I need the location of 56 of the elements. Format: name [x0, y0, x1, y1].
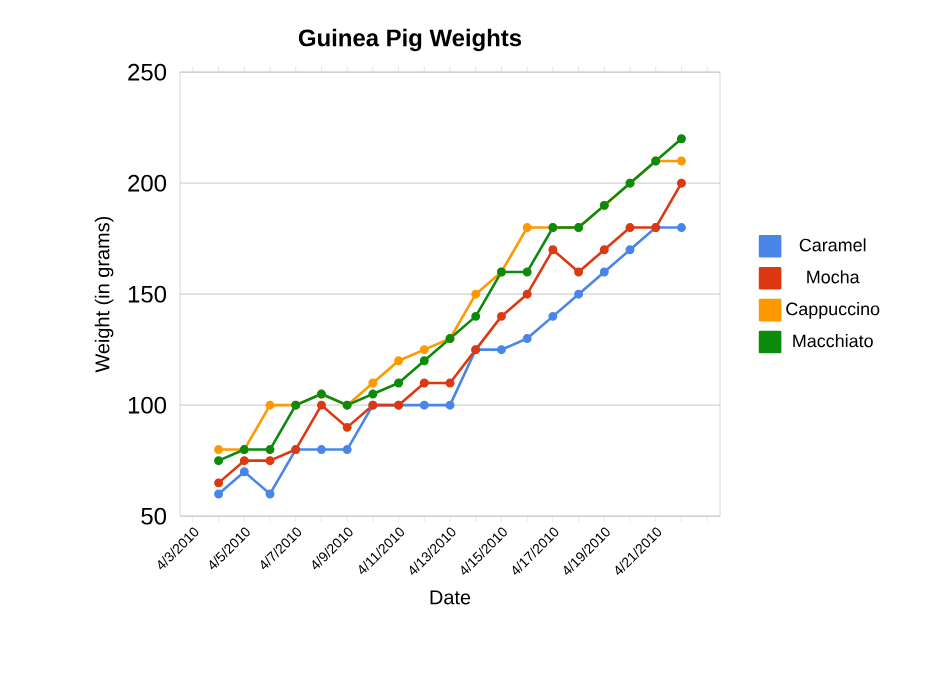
- point: [676, 156, 686, 166]
- point: [265, 456, 275, 466]
- point: [316, 400, 326, 410]
- point: [496, 345, 506, 355]
- point: [548, 311, 558, 321]
- y-axis-title: Weight (in grams): [94, 216, 114, 373]
- point: [574, 289, 584, 299]
- x-axis-title: Date: [430, 590, 471, 605]
- legend-label: Caramel: [799, 238, 866, 252]
- point: [214, 489, 224, 499]
- point: [214, 478, 224, 488]
- point: [419, 378, 429, 388]
- point: [574, 267, 584, 277]
- point: [471, 311, 481, 321]
- point: [342, 422, 352, 432]
- y-tick-label: 200: [128, 174, 167, 192]
- point: [676, 223, 686, 233]
- point: [522, 289, 532, 299]
- point: [239, 467, 249, 477]
- point: [471, 289, 481, 299]
- point: [419, 356, 429, 366]
- point: [676, 178, 686, 188]
- point: [522, 267, 532, 277]
- point: [445, 378, 455, 388]
- y-tick-label: 100: [128, 396, 167, 414]
- point: [548, 245, 558, 255]
- y-tick-label: 50: [141, 507, 167, 525]
- point: [394, 378, 404, 388]
- point: [265, 400, 275, 410]
- legend-label: Mocha: [807, 270, 860, 284]
- legend-label: Cappuccino: [786, 302, 880, 319]
- point: [368, 389, 378, 399]
- point: [676, 134, 686, 144]
- point: [445, 400, 455, 410]
- point: [496, 311, 506, 321]
- point: [239, 456, 249, 466]
- point: [214, 456, 224, 466]
- point: [419, 400, 429, 410]
- point: [522, 223, 532, 233]
- point: [625, 245, 635, 255]
- point: [265, 445, 275, 455]
- point: [625, 223, 635, 233]
- point: [599, 245, 609, 255]
- point: [342, 445, 352, 455]
- y-tick-label: 150: [128, 285, 167, 303]
- point: [214, 445, 224, 455]
- point: [316, 445, 326, 455]
- point: [599, 267, 609, 277]
- point: [419, 345, 429, 355]
- legend-label: Macchiato: [793, 334, 873, 348]
- point: [265, 489, 275, 499]
- point: [394, 356, 404, 366]
- point: [368, 378, 378, 388]
- y-tick-label: 250: [128, 63, 167, 81]
- point: [522, 334, 532, 344]
- chart-title: Guinea Pig Weights: [298, 28, 522, 52]
